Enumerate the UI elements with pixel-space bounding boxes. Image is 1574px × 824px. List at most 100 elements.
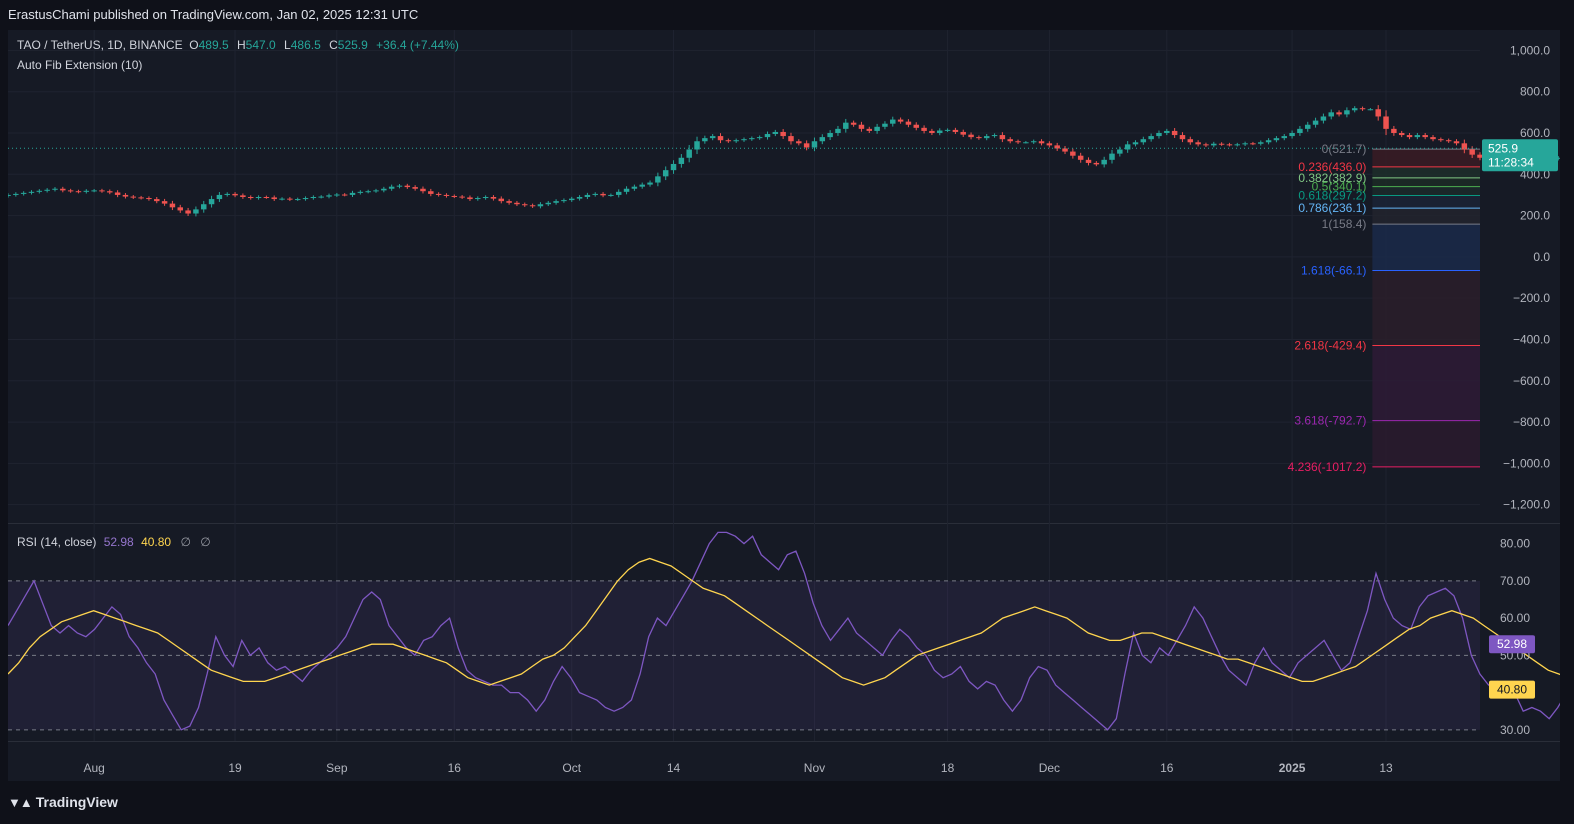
candle-body [443, 194, 450, 196]
candle-body [263, 197, 270, 198]
candle-body [1391, 128, 1397, 133]
indicator-legend[interactable]: Auto Fib Extension (10) [17, 58, 143, 72]
candle-body [725, 140, 732, 142]
tradingview-brand[interactable]: ▼▲ TradingView [8, 794, 118, 810]
candle-body [490, 197, 497, 199]
candle-body [381, 188, 387, 191]
candle-body [1023, 142, 1029, 144]
candle-body [279, 198, 285, 200]
last-price-badge [1482, 139, 1558, 172]
candle-body [412, 187, 418, 189]
candle-body [827, 132, 833, 138]
candle-body [1305, 124, 1311, 129]
candle-body [357, 191, 364, 193]
candle-body [608, 194, 614, 196]
time-axis-tick: 13 [1379, 761, 1393, 775]
candle-body [404, 185, 411, 188]
symbol-legend: TAO / TetherUS, 1D, BINANCE O489.5 H547.… [17, 38, 464, 52]
candle-body [1398, 132, 1405, 136]
candle-body [75, 191, 82, 193]
candle-body [1273, 138, 1280, 141]
candle-body [835, 128, 841, 133]
candle-body [1328, 112, 1334, 117]
rsi-ma-line [8, 557, 1560, 686]
chart-frame[interactable]: 0(521.7) 0.236(436.0) 0.382(382.9) 0.5(340.… [8, 30, 1560, 781]
time-axis-tick: 18 [941, 761, 955, 775]
candle-body [1265, 140, 1272, 143]
candle-body [968, 134, 974, 138]
candle-body [874, 126, 880, 131]
candle-body [435, 193, 442, 195]
candle-body [146, 198, 152, 200]
candle-body [20, 192, 27, 194]
candle-body [952, 129, 959, 132]
candle-body [764, 134, 771, 138]
ohlc-close-label: C [329, 38, 338, 52]
candle-body [1312, 120, 1319, 125]
candle-body [482, 197, 489, 199]
price-axis-tick: 0.0 [1533, 250, 1550, 264]
candle-body [999, 135, 1006, 140]
candle-body [811, 141, 818, 148]
time-axis-separator [8, 741, 1560, 742]
rsi-legend-value: 52.98 [103, 535, 134, 549]
candle-body [310, 197, 317, 199]
candle-body [655, 176, 661, 183]
candle-body [1007, 139, 1013, 142]
candle-body [1344, 110, 1350, 115]
candle-body [201, 204, 207, 210]
candle-body [1054, 145, 1060, 149]
candle-body [1351, 108, 1358, 111]
fib-level-label: 4.236(-1017.2) [1288, 460, 1367, 474]
ohlc-change: +36.4 (+7.44%) [376, 38, 459, 52]
candle-body [1117, 149, 1123, 154]
candle-body [334, 194, 340, 196]
candle-body [1179, 135, 1186, 140]
fib-level-label: 0.618(297.2) [1298, 189, 1366, 203]
time-axis-tick: 16 [448, 761, 462, 775]
price-axis-tick: −600.0 [1513, 374, 1550, 388]
candle-body [232, 193, 238, 196]
candle-body [506, 201, 512, 203]
candle-body [130, 196, 137, 198]
time-axis-tick: Aug [83, 761, 104, 775]
candle-body [678, 157, 685, 164]
fib-level-label: 0.786(236.1) [1298, 201, 1366, 215]
rsi-legend-label: RSI (14, close) [17, 535, 97, 549]
candle-body [1234, 144, 1241, 146]
time-axis-tick: 14 [667, 761, 681, 775]
candle-body [420, 188, 426, 192]
candle-body [584, 194, 591, 197]
candle-body [1211, 143, 1217, 146]
rsi-legend-na-1: ∅ [180, 535, 191, 549]
candle-body [623, 188, 630, 192]
price-axis-tick: −1,000.0 [1503, 456, 1550, 470]
candle-body [983, 136, 990, 139]
candle-body [208, 199, 215, 205]
candle-body [185, 210, 191, 214]
candle-body [349, 192, 356, 195]
candle-body [921, 127, 927, 131]
candle-body [1171, 130, 1178, 136]
candle-body [271, 197, 277, 200]
rsi-legend[interactable]: RSI (14, close) 52.98 40.80 ∅ ∅ [17, 535, 211, 549]
candle-body [52, 188, 58, 190]
last-price-value: 525.9 [1488, 141, 1518, 155]
candle-body [318, 196, 324, 198]
candle-body [1062, 148, 1068, 152]
fib-extension-layer: 0(521.7) 0.236(436.0)0.382(382.9)0.5(340.… [1288, 142, 1480, 474]
price-axis-tick: −200.0 [1513, 291, 1550, 305]
candle-body [960, 131, 966, 135]
candle-body [428, 191, 434, 194]
candle-body [1406, 135, 1413, 138]
price-axis-tick: 800.0 [1520, 85, 1550, 99]
candle-body [1336, 112, 1342, 115]
fib-zone-band [1372, 177, 1480, 187]
candle-body [161, 201, 168, 204]
candle-body [717, 136, 724, 141]
candle-body [662, 170, 669, 177]
candle-body [796, 141, 802, 144]
candle-body [1203, 144, 1209, 146]
candle-body [897, 119, 904, 122]
chart-canvas[interactable]: 0(521.7) 0.236(436.0)0.382(382.9)0.5(340.… [8, 30, 1560, 781]
